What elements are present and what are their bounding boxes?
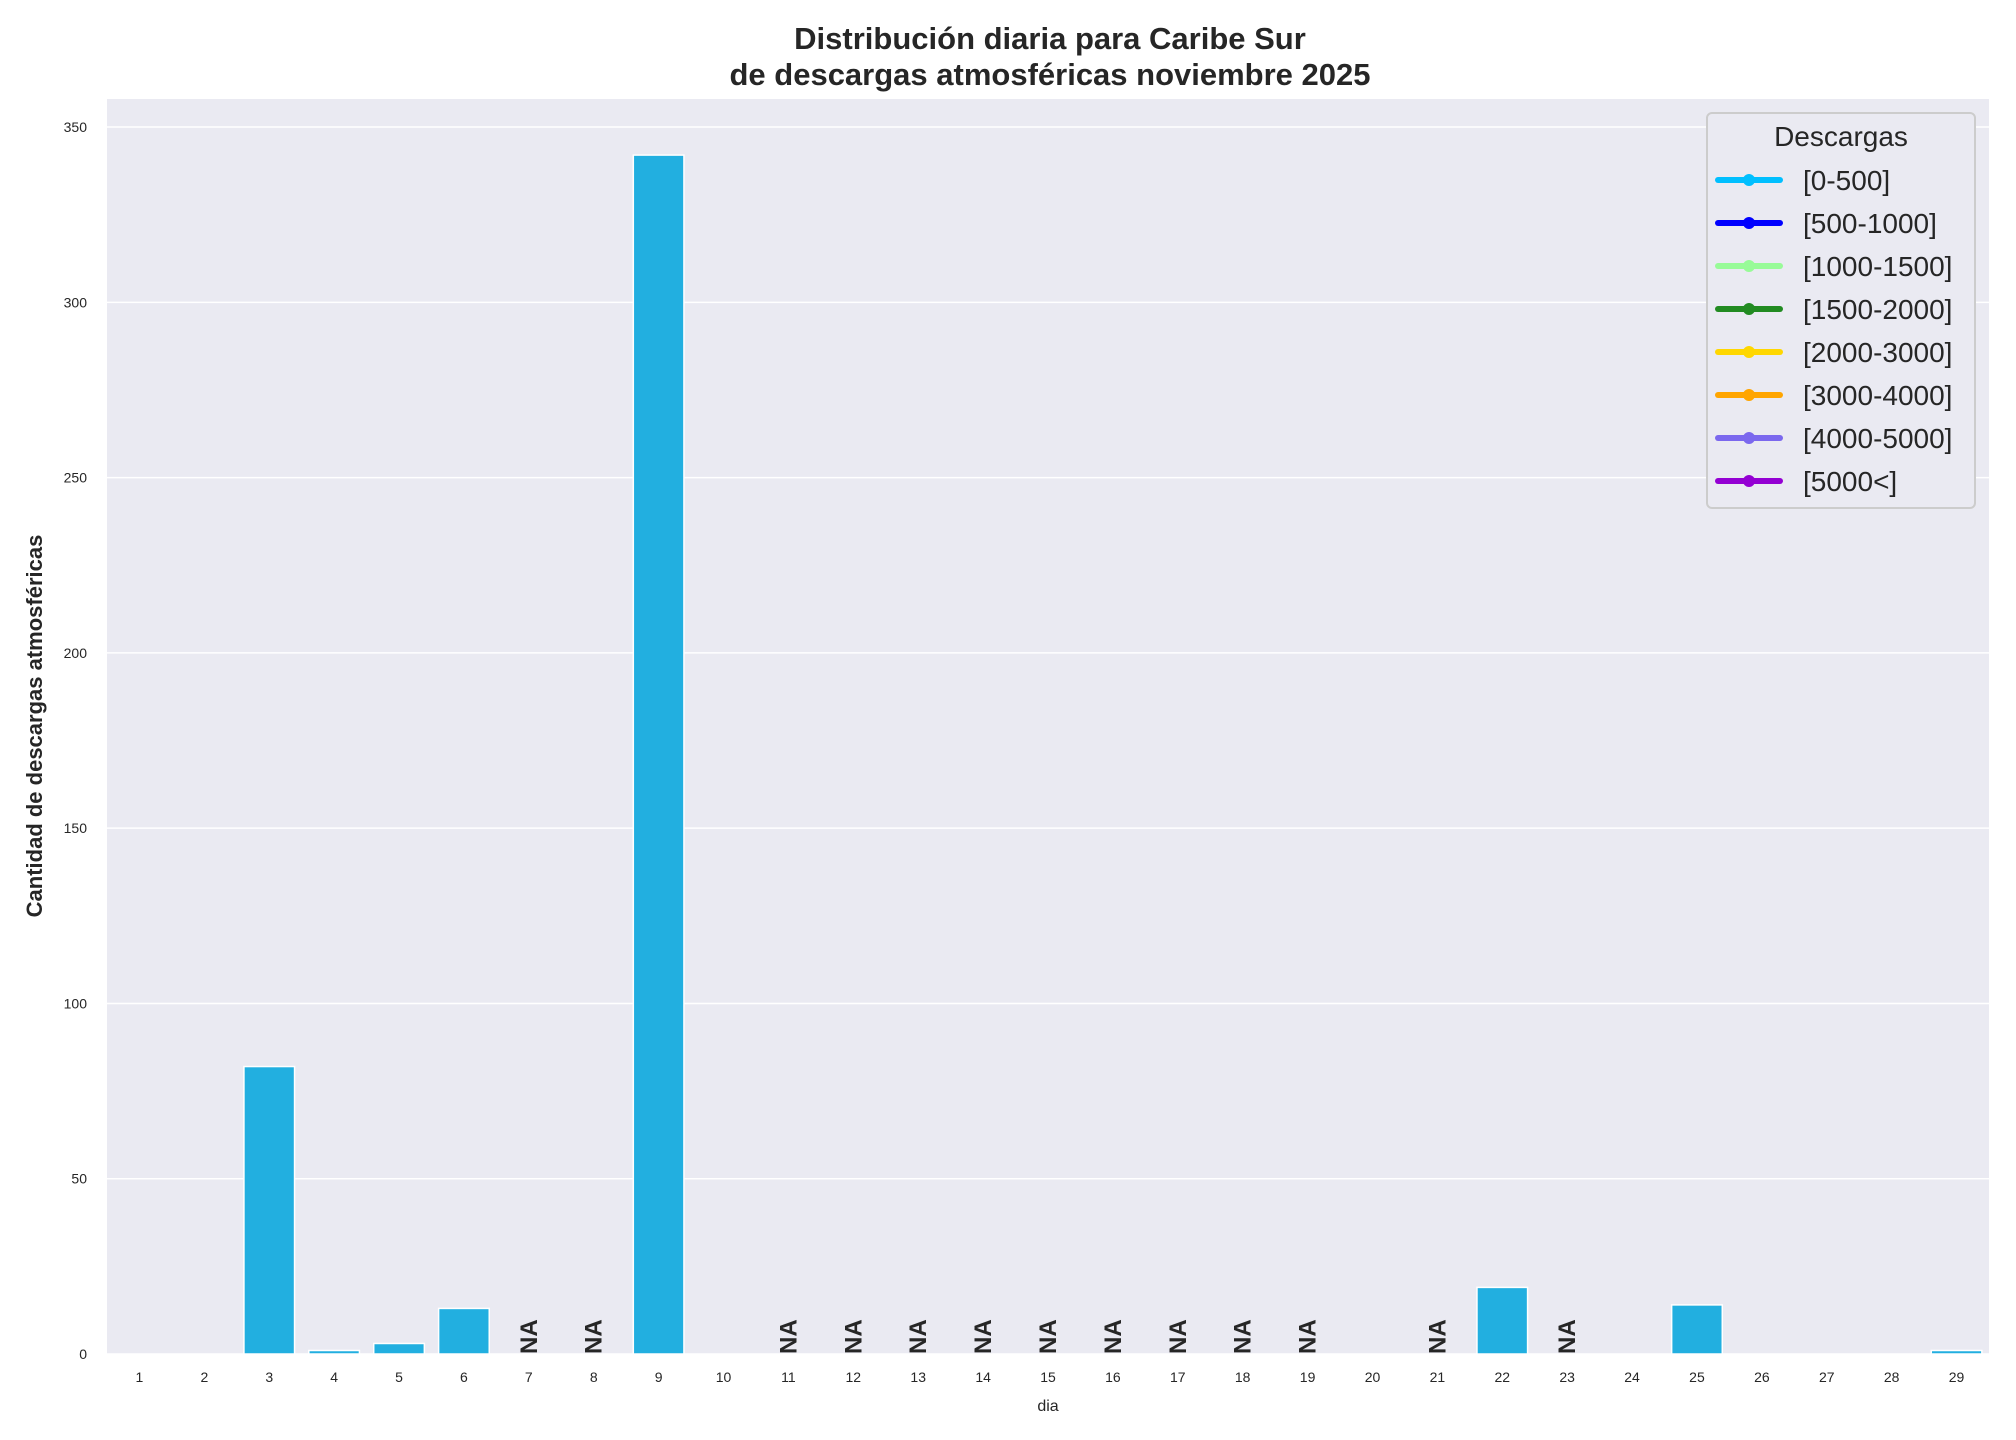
- bar-day-5: [372, 1342, 426, 1355]
- na-label: NA: [1165, 1319, 1192, 1354]
- na-label: NA: [775, 1319, 802, 1354]
- legend-marker-icon: [1743, 432, 1755, 444]
- x-tick-label: 12: [846, 1369, 862, 1385]
- x-tick-label: 16: [1105, 1369, 1121, 1385]
- y-tick-label: 150: [64, 820, 88, 836]
- x-tick-label: 18: [1235, 1369, 1251, 1385]
- na-label: NA: [1554, 1319, 1581, 1354]
- y-tick-label: 300: [64, 294, 88, 310]
- legend-marker-icon: [1743, 217, 1755, 229]
- legend-label: [4000-5000]: [1803, 423, 1952, 454]
- legend-label: [1000-1500]: [1803, 251, 1952, 282]
- na-label: NA: [1295, 1319, 1322, 1354]
- x-tick-label: 5: [395, 1369, 403, 1385]
- legend-marker-icon: [1743, 346, 1755, 358]
- legend-label: [0-500]: [1803, 165, 1890, 196]
- na-label: NA: [970, 1319, 997, 1354]
- x-tick-label: 13: [910, 1369, 926, 1385]
- x-tick-label: 29: [1949, 1369, 1965, 1385]
- legend-title: Descargas: [1774, 121, 1908, 152]
- x-tick-label: 17: [1170, 1369, 1186, 1385]
- x-tick-label: 21: [1430, 1369, 1446, 1385]
- x-tick-label: 11: [781, 1369, 796, 1385]
- x-tick-label: 8: [590, 1369, 598, 1385]
- legend-marker-icon: [1743, 303, 1755, 315]
- y-tick-label: 350: [64, 119, 88, 135]
- y-tick-label: 250: [64, 470, 88, 486]
- y-tick-label: 100: [64, 995, 88, 1011]
- bar-day-4: [308, 1349, 361, 1355]
- x-tick-label: 25: [1689, 1369, 1705, 1385]
- x-tick-label: 26: [1754, 1369, 1770, 1385]
- chart-title-line2: de descargas atmosféricas noviembre 2025: [729, 57, 1370, 92]
- na-label: NA: [840, 1319, 867, 1354]
- x-tick-label: 3: [265, 1369, 273, 1385]
- x-tick-label: 24: [1624, 1369, 1640, 1385]
- x-axis-label: dia: [1037, 1398, 1058, 1415]
- na-label: NA: [581, 1319, 608, 1354]
- x-tick-label: 2: [200, 1369, 208, 1385]
- bar-day-6: [437, 1307, 490, 1355]
- na-label: NA: [1230, 1319, 1257, 1354]
- x-axis-ticks: 1 2 3 4 5 6 7 8 9 10 11 12 13 14 15 16 17 18 19 20 21 22 23 24 2…: [136, 1369, 1965, 1385]
- legend: Descargas [0-500] [500-1000] [1000-1500] [1…: [1706, 112, 1976, 509]
- y-axis-label: Cantidad de descargas atmosféricas: [22, 535, 47, 918]
- x-tick-label: 20: [1365, 1369, 1381, 1385]
- bar-day-25: [1670, 1304, 1724, 1355]
- legend-label: [2000-3000]: [1803, 337, 1952, 368]
- y-tick-label: 50: [71, 1171, 87, 1187]
- x-tick-label: 6: [460, 1369, 468, 1385]
- bar-day-29: [1930, 1349, 1983, 1355]
- legend-label: [3000-4000]: [1803, 380, 1952, 411]
- x-tick-label: 28: [1884, 1369, 1900, 1385]
- x-tick-label: 23: [1559, 1369, 1575, 1385]
- plot-background: [107, 99, 1989, 1354]
- y-tick-label: 200: [64, 645, 88, 661]
- legend-label: [500-1000]: [1803, 208, 1937, 239]
- x-tick-label: 27: [1819, 1369, 1835, 1385]
- chart-title-line1: Distribución diaria para Caribe Sur: [794, 21, 1306, 56]
- x-tick-label: 19: [1300, 1369, 1316, 1385]
- na-label: NA: [516, 1319, 543, 1354]
- x-tick-label: 15: [1040, 1369, 1056, 1385]
- x-tick-label: 1: [136, 1369, 144, 1385]
- legend-marker-icon: [1743, 260, 1755, 272]
- na-label: NA: [1100, 1319, 1127, 1354]
- na-label: NA: [1035, 1319, 1062, 1354]
- x-tick-label: 14: [975, 1369, 991, 1385]
- y-tick-label: 0: [79, 1346, 87, 1362]
- bar-day-9: [632, 154, 685, 1355]
- legend-label: [1500-2000]: [1803, 294, 1952, 325]
- legend-label: [5000<]: [1803, 466, 1897, 497]
- x-tick-label: 9: [655, 1369, 663, 1385]
- na-label: NA: [1424, 1319, 1451, 1354]
- legend-marker-icon: [1743, 389, 1755, 401]
- x-tick-label: 10: [716, 1369, 732, 1385]
- bar-day-22: [1476, 1286, 1529, 1355]
- x-tick-label: 7: [525, 1369, 533, 1385]
- bar-day-3: [243, 1065, 296, 1355]
- legend-box: [1706, 112, 1976, 509]
- na-label: NA: [905, 1319, 932, 1354]
- x-tick-label: 4: [330, 1369, 338, 1385]
- legend-marker-icon: [1743, 174, 1755, 186]
- legend-marker-icon: [1743, 475, 1755, 487]
- bars: NA NA NA NA NA NA NA NA NA NA NA NA NA: [243, 154, 1983, 1355]
- x-tick-label: 22: [1494, 1369, 1510, 1385]
- y-axis-ticks: 0 50 100 150 200 250 300 350: [64, 119, 88, 1362]
